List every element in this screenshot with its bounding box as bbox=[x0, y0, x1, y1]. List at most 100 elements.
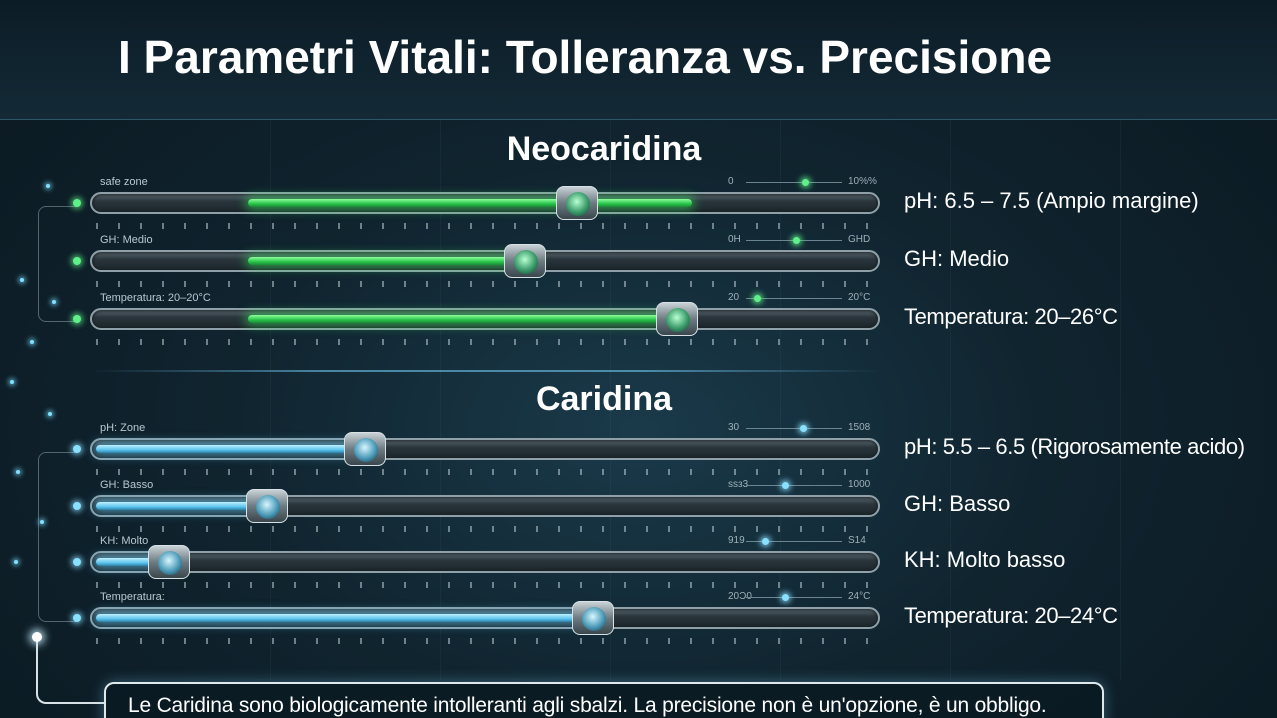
slider-fill bbox=[96, 614, 578, 622]
mini-scale-min: 0H bbox=[728, 234, 741, 245]
slider-knob[interactable] bbox=[344, 432, 386, 466]
slider-knob[interactable] bbox=[246, 489, 288, 523]
slider-track[interactable] bbox=[90, 302, 880, 336]
slider-track[interactable] bbox=[90, 601, 880, 635]
parameter-label: pH: 6.5 – 7.5 (Ampio margine) bbox=[904, 188, 1199, 213]
slider-track[interactable] bbox=[90, 186, 880, 220]
slider-fill bbox=[96, 445, 358, 453]
section-divider bbox=[90, 370, 880, 372]
slider-row-gh-caridina: GH: Basso ssз3 1000 GH: Basso bbox=[0, 479, 1277, 539]
slider-track[interactable] bbox=[90, 545, 880, 579]
tick-scale bbox=[96, 526, 876, 532]
mini-scale-min: 20Ͻ0 bbox=[728, 591, 752, 602]
slider-track[interactable] bbox=[90, 432, 880, 466]
grid-line bbox=[610, 120, 611, 680]
tick-scale bbox=[96, 339, 876, 345]
connector-node bbox=[73, 445, 81, 453]
parameter-label: GH: Medio bbox=[904, 246, 1010, 271]
slider-fill bbox=[96, 502, 260, 510]
slider-caption: safe zone bbox=[100, 176, 148, 188]
particle bbox=[46, 184, 50, 188]
mini-scale-max: 10%% bbox=[848, 176, 877, 187]
mini-scale-marker bbox=[802, 179, 809, 186]
tick-scale bbox=[96, 469, 876, 475]
tick-scale bbox=[96, 223, 876, 229]
slider-fill bbox=[96, 558, 158, 566]
particle bbox=[20, 278, 24, 282]
mini-scale-max: S14 bbox=[848, 535, 866, 546]
slider-row-kh-caridina: KH: Molto 919 S14 KH: Molto basso bbox=[0, 535, 1277, 595]
mini-scale-line bbox=[746, 541, 842, 542]
slider-caption: pH: Zone bbox=[100, 422, 146, 434]
connector-node bbox=[73, 614, 81, 622]
particle bbox=[30, 340, 34, 344]
mini-scale-max: 24°C bbox=[848, 591, 871, 602]
slider-caption: GH: Basso bbox=[100, 479, 154, 491]
mini-scale-line bbox=[746, 428, 842, 429]
slider-knob[interactable] bbox=[572, 601, 614, 635]
slider-track[interactable] bbox=[90, 244, 880, 278]
slider-fill bbox=[248, 199, 692, 207]
neocaridina-bracket bbox=[38, 206, 76, 322]
parameter-label: pH: 5.5 – 6.5 (Rigorosamente acido) bbox=[904, 434, 1245, 459]
mini-scale-min: 20 bbox=[728, 292, 740, 303]
connector-node bbox=[73, 315, 81, 323]
particle bbox=[52, 300, 56, 304]
mini-scale-line bbox=[746, 298, 842, 299]
slider-knob[interactable] bbox=[504, 244, 546, 278]
slider-row-temperature-neocaridina: Temperatura: 20–20°C 20 20°C Temperatura… bbox=[0, 292, 1277, 352]
particle bbox=[14, 560, 18, 564]
mini-scale-marker bbox=[754, 295, 761, 302]
section-title-neocaridina: Neocaridina bbox=[506, 130, 702, 168]
particle bbox=[48, 412, 52, 416]
mini-scale-line bbox=[746, 597, 842, 598]
callout-connector-dot bbox=[32, 632, 42, 642]
mini-scale-max: 1000 bbox=[848, 479, 871, 490]
slider-fill bbox=[248, 315, 678, 323]
slider-knob[interactable] bbox=[148, 545, 190, 579]
grid-line bbox=[780, 120, 781, 680]
parameter-label: KH: Molto basso bbox=[904, 547, 1066, 572]
slider-knob[interactable] bbox=[656, 302, 698, 336]
caridina-bracket bbox=[38, 452, 76, 622]
mini-scale-max: 20°C bbox=[848, 292, 871, 303]
callout-box: Le Caridina sono biologicamente intoller… bbox=[104, 682, 1104, 718]
section-title-caridina: Caridina bbox=[535, 380, 673, 418]
mini-scale-marker bbox=[782, 594, 789, 601]
grid-line bbox=[950, 120, 951, 680]
grid-line bbox=[1120, 120, 1121, 680]
slider-caption: Temperatura: bbox=[100, 591, 165, 603]
mini-scale-marker bbox=[800, 425, 807, 432]
slider-row-gh-neocaridina: GH: Medio 0H GHD GH: Medio bbox=[0, 234, 1277, 294]
slider-knob[interactable] bbox=[556, 186, 598, 220]
connector-node bbox=[73, 199, 81, 207]
tick-scale bbox=[96, 582, 876, 588]
parameter-label: Temperatura: 20–24°C bbox=[904, 603, 1118, 628]
mini-scale-min: ssз3 bbox=[728, 479, 749, 490]
tick-scale bbox=[96, 638, 876, 644]
slider-row-ph-caridina: pH: Zone 30 1508 pH: 5.5 – 6.5 (Rigorosa… bbox=[0, 422, 1277, 482]
slider-row-temperature-caridina: Temperatura: 20Ͻ0 24°C Temperatura: 20–2… bbox=[0, 591, 1277, 651]
mini-scale-min: 0 bbox=[728, 176, 734, 187]
grid-line bbox=[440, 120, 441, 680]
mini-scale-max: GHD bbox=[848, 234, 871, 245]
slider-caption: Temperatura: 20–20°C bbox=[100, 292, 211, 304]
parameter-label: GH: Basso bbox=[904, 491, 1011, 516]
connector-node bbox=[73, 558, 81, 566]
slider-caption: KH: Molto bbox=[100, 535, 149, 547]
page-title: I Parametri Vitali: Tolleranza vs. Preci… bbox=[118, 31, 1053, 83]
slider-fill bbox=[248, 257, 538, 265]
mini-scale-line bbox=[746, 485, 842, 486]
connector-node bbox=[73, 257, 81, 265]
mini-scale-min: 919 bbox=[728, 535, 745, 546]
mini-scale-max: 1508 bbox=[848, 422, 871, 433]
slider-row-ph-neocaridina: safe zone 0 10%% pH: 6.5 – 7.5 (Ampio ma… bbox=[0, 176, 1277, 236]
grid-line bbox=[270, 120, 271, 680]
mini-scale-line bbox=[746, 182, 842, 183]
callout-connector bbox=[36, 636, 106, 704]
callout-text: Le Caridina sono biologicamente intoller… bbox=[128, 694, 1047, 717]
mini-scale-marker bbox=[762, 538, 769, 545]
slider-track[interactable] bbox=[90, 489, 880, 523]
particle bbox=[40, 520, 44, 524]
header: I Parametri Vitali: Tolleranza vs. Preci… bbox=[0, 0, 1277, 120]
